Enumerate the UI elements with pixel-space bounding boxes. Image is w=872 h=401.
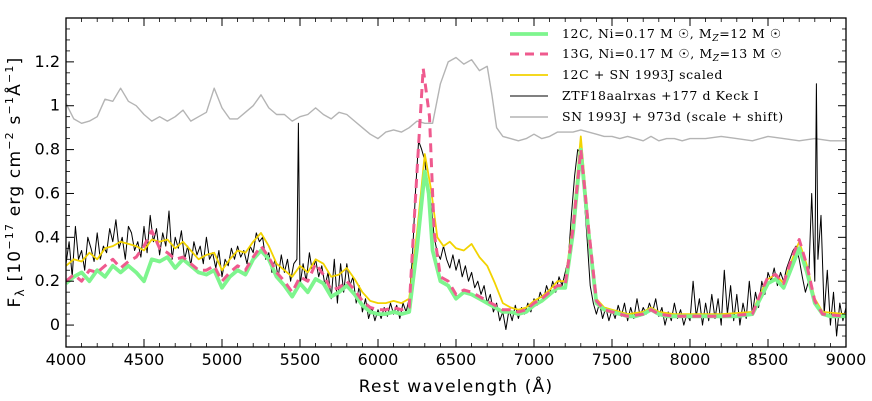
y-tick-label: 0.4: [35, 227, 60, 246]
x-tick-label: 7500: [592, 350, 633, 369]
y-tick-label: 0.8: [35, 140, 60, 159]
y-tick-label: 0.2: [35, 271, 60, 290]
x-tick-label: 6500: [436, 350, 477, 369]
y-tick-label: 0.6: [35, 183, 60, 202]
x-axis-label: Rest wavelength (Å): [359, 375, 554, 397]
x-tick-label: 8500: [748, 350, 789, 369]
x-tick-label: 8000: [670, 350, 711, 369]
series-line-3: [66, 83, 846, 337]
x-tick-label: 4000: [46, 350, 87, 369]
y-axis-label: Fλ [10−17 erg cm−2 s−1Å−1]: [3, 57, 27, 308]
series-line-2: [66, 135, 846, 315]
y-tick-label: 0: [50, 315, 60, 334]
series-line-1: [66, 66, 846, 318]
legend-label-combined: 12C + SN 1993J scaled: [562, 67, 723, 82]
legend-label-sn1993j: SN 1993J + 973d (scale + shift): [562, 109, 784, 124]
legend-label-12c: 12C, Ni=0.17 M ☉, MZ=12 M ☉: [562, 26, 782, 44]
y-tick-label: 1: [50, 96, 60, 115]
x-tick-label: 9000: [826, 350, 867, 369]
x-tick-label: 5500: [280, 350, 321, 369]
x-axis: 4000 4500 5000 5500 6000 6500 7000 7500 8000 8500…: [46, 18, 867, 369]
series-line-0: [66, 147, 846, 319]
x-tick-label: 5000: [202, 350, 243, 369]
legend: 12C, Ni=0.17 M ☉, MZ=12 M ☉ 13G, Ni=0.17…: [510, 26, 784, 124]
x-tick-label: 7000: [514, 350, 555, 369]
legend-label-ztf: ZTF18aalrxas +177 d Keck I: [562, 88, 759, 103]
series-layer: [66, 56, 846, 337]
x-tick-label: 4500: [124, 350, 165, 369]
y-axis: 0 0.2 0.4 0.6 0.8 1 1.2: [35, 17, 846, 348]
x-tick-label: 6000: [358, 350, 399, 369]
y-tick-label: 1.2: [35, 52, 60, 71]
legend-label-13g: 13G, Ni=0.17 M ☉, MZ=13 M ☉: [562, 46, 782, 64]
